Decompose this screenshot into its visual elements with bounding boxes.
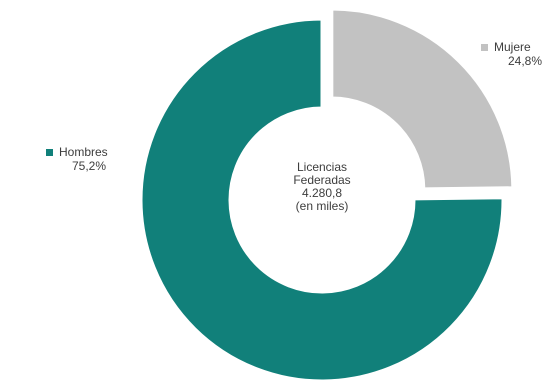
donut-slice-mujeres: [330, 7, 515, 191]
center-line-2: Federadas: [293, 173, 351, 187]
legend-pct-mujeres: 24,8%: [508, 54, 543, 68]
donut-slice-hombres: [139, 17, 505, 383]
legend-swatch-hombres: [46, 148, 53, 156]
center-line-3: 4.280,8: [301, 186, 343, 200]
legend-pct-hombres: 75,2%: [72, 159, 107, 173]
legend-label-hombres: Hombres: [59, 145, 108, 159]
legend-hombres: Hombres 75,2%: [46, 145, 108, 173]
center-line-1: Licencias: [296, 160, 348, 174]
legend-swatch-mujeres: [481, 43, 488, 51]
center-label: Licencias Federadas 4.280,8 (en miles): [262, 161, 382, 213]
center-line-4: (en miles): [295, 199, 349, 213]
legend-label-mujeres: Mujere: [494, 40, 531, 54]
legend-mujeres: Mujere 24,8%: [481, 40, 542, 68]
